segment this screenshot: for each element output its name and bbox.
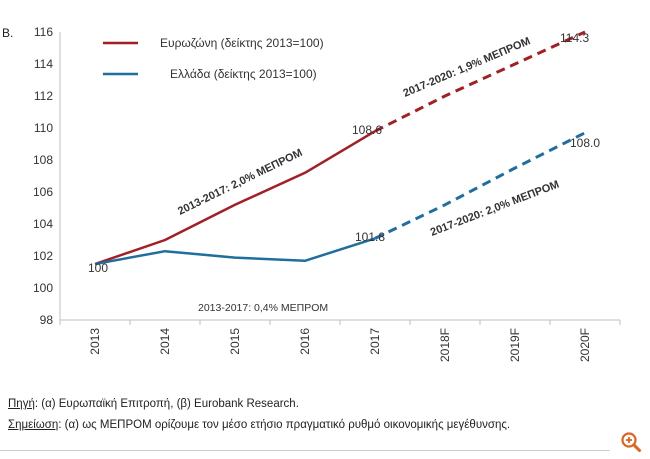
definition-note: Σημείωση: (α) ως ΜΕΠΡΟΜ ορίζουμε τον μέσ… [8,415,510,436]
annotation-greece-2017: 101.8 [355,230,385,244]
series-line-1-forecast [374,131,586,240]
annotation-greece-2020: 108.0 [570,136,600,150]
x-tick-label: 2016 [298,328,312,355]
source-text: : (α) Ευρωπαϊκή Επιτροπή, (β) Eurobank R… [34,398,299,410]
x-tick-label: 2013 [88,328,102,355]
annotation-greece-forecast-rate: 2017-2020: 2,0% ΜΕΠΡΟΜ [429,179,561,239]
x-tick-label: 2018F [438,328,452,362]
y-tick-label: 100 [33,281,53,295]
note-text: : (α) ως ΜΕΠΡΟΜ ορίζουμε τον μέσο ετήσιο… [58,419,511,431]
x-tick-label: 2019F [508,328,522,362]
series-line-0-forecast [374,30,586,133]
panel-label: Β. [2,26,13,40]
annotation-greece-hist-rate: 2013-2017: 0,4% ΜΕΠΡΟΜ [198,302,328,314]
y-tick-label: 106 [33,185,53,199]
x-tick-label: 2014 [158,328,172,355]
source-label: Πηγή [8,398,35,410]
annotations: 100 108.6 114.3 101.8 108.0 2013-2017: 2… [88,31,600,314]
annotation-eurozone-2020: 114.3 [560,31,589,45]
y-tick-label: 110 [34,121,53,135]
legend-label-greece: Ελλάδα (δείκτης 2013=100) [170,67,317,81]
zoom-in-icon[interactable] [620,431,642,453]
legend-label-eurozone: Ευρωζώνη (δείκτης 2013=100) [160,36,324,50]
chart-notes: Πηγή: (α) Ευρωπαϊκή Επιτροπή, (β) Euroba… [8,394,510,436]
x-tick-label: 2017 [368,328,382,355]
x-tick-label: 2015 [228,328,242,355]
annotation-eurozone-forecast-rate: 2017-2020: 1,9% ΜΕΠΡΟΜ [401,35,532,100]
legend: Ευρωζώνη (δείκτης 2013=100) Ελλάδα (δείκ… [103,36,324,81]
series-line-1-actual [94,237,376,266]
divider [0,450,610,451]
y-tick-label: 114 [34,57,53,71]
series-lines [94,30,586,266]
y-tick-label: 108 [33,153,53,167]
x-tick-label: 2020F [578,328,592,362]
note-label: Σημείωση [8,419,59,431]
y-tick-label: 98 [40,313,54,327]
y-tick-label: 104 [33,217,53,231]
y-tick-label: 112 [34,89,53,103]
y-tick-label: 116 [34,25,53,39]
y-axis: 98 100 102 104 106 108 110 112 114 116 [33,25,61,327]
series-line-0-actual [94,130,376,266]
y-tick-label: 102 [33,249,53,263]
annotation-start-value: 100 [88,261,108,275]
source-note: Πηγή: (α) Ευρωπαϊκή Επιτροπή, (β) Euroba… [8,394,510,415]
annotation-eurozone-2017: 108.6 [352,123,382,137]
x-axis: 2013 2014 2015 2016 2017 2018F 2019F 2020F [59,319,621,362]
